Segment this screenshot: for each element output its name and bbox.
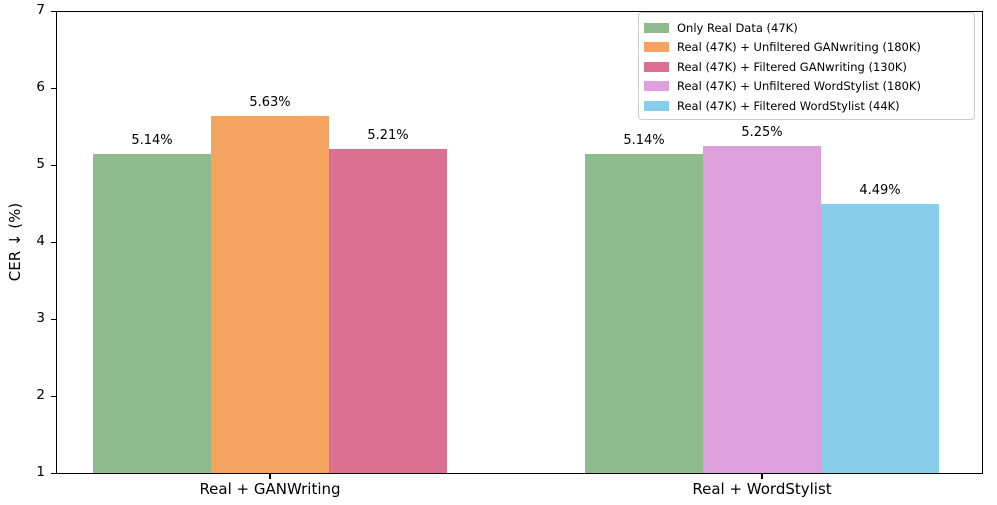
legend-label: Real (47K) + Unfiltered GANwriting (180K…: [677, 40, 921, 55]
bar: [93, 154, 211, 473]
y-tick-label: 1: [36, 464, 45, 480]
y-axis-label: CER ↓ (%): [6, 202, 24, 282]
legend-entry: Real (47K) + Unfiltered GANwriting (180K…: [644, 38, 968, 58]
y-tick-label: 6: [36, 79, 45, 95]
bar: [703, 145, 821, 473]
y-tick-mark: [51, 10, 56, 13]
bar: [329, 148, 447, 473]
y-tick-label: 4: [36, 233, 45, 249]
legend-label: Real (47K) + Filtered GANwriting (130K): [677, 59, 907, 74]
y-tick-mark: [51, 241, 56, 244]
y-tick-label: 7: [36, 2, 45, 18]
y-tick-mark: [51, 395, 56, 398]
bar: [821, 204, 939, 473]
legend-entry: Real (47K) + Unfiltered WordStylist (180…: [644, 77, 968, 97]
y-tick-mark: [51, 87, 56, 90]
bar: [585, 154, 703, 473]
bar-value-label: 5.63%: [249, 95, 291, 111]
y-tick-label: 5: [36, 156, 45, 172]
legend-label: Only Real Data (47K): [677, 20, 798, 35]
y-tick-label: 2: [36, 387, 45, 403]
x-category-label: Real + WordStylist: [692, 480, 832, 498]
y-tick-mark: [51, 472, 56, 475]
legend-swatch: [644, 100, 669, 111]
bar-value-label: 5.14%: [623, 133, 665, 149]
bar-value-label: 5.25%: [741, 124, 783, 140]
x-tick-mark: [269, 474, 271, 479]
legend-entry: Only Real Data (47K): [644, 18, 968, 38]
y-tick-label: 3: [36, 310, 45, 326]
bar: [211, 116, 329, 473]
legend-label: Real (47K) + Filtered WordStylist (44K): [677, 98, 900, 113]
bar-value-label: 5.14%: [131, 133, 173, 149]
y-tick-mark: [51, 318, 56, 321]
bar-value-label: 4.49%: [859, 183, 901, 199]
legend-label: Real (47K) + Unfiltered WordStylist (180…: [677, 79, 921, 94]
legend-swatch: [644, 61, 669, 72]
x-tick-mark: [761, 474, 763, 479]
legend-swatch: [644, 42, 669, 53]
y-tick-mark: [51, 164, 56, 167]
legend-entry: Real (47K) + Filtered WordStylist (44K): [644, 96, 968, 116]
legend: Only Real Data (47K) Real (47K) + Unfilte…: [638, 12, 975, 120]
legend-swatch: [644, 81, 669, 92]
bar-value-label: 5.21%: [367, 127, 409, 143]
legend-entry: Real (47K) + Filtered GANwriting (130K): [644, 57, 968, 77]
x-category-label: Real + GANWriting: [199, 480, 341, 498]
legend-swatch: [644, 22, 669, 33]
